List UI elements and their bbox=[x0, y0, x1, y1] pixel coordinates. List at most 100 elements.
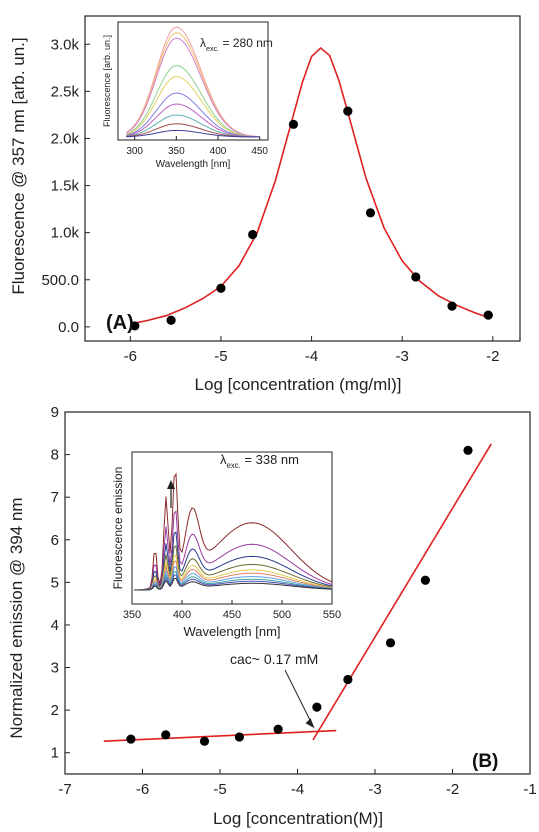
x-tick-label: -1 bbox=[523, 781, 536, 798]
cac-arrow bbox=[284, 669, 313, 726]
fit-line bbox=[312, 443, 492, 741]
inset-spectrum-curve bbox=[126, 37, 260, 138]
chart-panel-a: -6 -5 -4 -3 -2 0.0 500.0 1.0k 1.5k 2.0k 2.5k 3.0k 30… bbox=[9, 15, 521, 394]
x-tick-label: -4 bbox=[305, 348, 318, 365]
x-tick-label: -3 bbox=[368, 781, 381, 798]
data-point bbox=[161, 730, 171, 740]
inset-x-tick-label: 300 bbox=[126, 146, 143, 157]
data-point bbox=[199, 736, 210, 746]
data-point bbox=[343, 106, 353, 116]
inset-emission-curve bbox=[134, 531, 333, 591]
lambda-symbol: λ bbox=[220, 452, 227, 467]
plot-area-a: -6 -5 -4 -3 -2 0.0 500.0 1.0k 1.5k 2.0k 2.5k 3.0k 30… bbox=[41, 15, 521, 365]
plot-frame bbox=[84, 15, 521, 342]
y-axis-label-b: Normalized emission @ 394 nm bbox=[7, 497, 26, 738]
inset-emission-curve bbox=[134, 574, 333, 591]
inset-emission-curve bbox=[134, 566, 333, 591]
inset-emission-curve bbox=[134, 560, 333, 591]
fit-line bbox=[103, 729, 337, 743]
inset-x-tick-label: 350 bbox=[123, 609, 141, 621]
data-point bbox=[411, 272, 421, 282]
x-tick-label: -2 bbox=[446, 781, 459, 798]
inset-x-tick-label: 450 bbox=[251, 146, 268, 157]
y-tick-label: 4 bbox=[51, 617, 59, 634]
data-point bbox=[343, 674, 353, 685]
lambda-subscript: exc. bbox=[227, 461, 241, 470]
cac-annotation: cac~ 0.17 mM bbox=[230, 651, 318, 667]
y-tick-label: 5 bbox=[51, 574, 59, 591]
chart-panel-b: -7 -6 -5 -4 -3 -2 -1 1 2 3 4 5 6 7 8 9 350 400 450 500 550 Wa… bbox=[7, 404, 537, 828]
inset-spectrum-curve bbox=[126, 75, 260, 138]
y-tick-label: 0.0 bbox=[58, 319, 79, 336]
panel-label-a: (A) bbox=[106, 312, 134, 334]
inset-spectrum-curve bbox=[126, 64, 260, 138]
inset-x-tick-label: 350 bbox=[168, 146, 185, 157]
inset-y-label: Fluorescence [arb. un.] bbox=[102, 35, 112, 127]
inset-a: 300 350 400 450 Wavelength [nm] Fluorescence … bbox=[102, 21, 273, 170]
lambda-subscript: exc. bbox=[206, 44, 219, 53]
data-point bbox=[420, 575, 430, 585]
inset-increase-arrowhead bbox=[167, 480, 175, 489]
data-point bbox=[248, 229, 258, 240]
data-point bbox=[447, 301, 457, 311]
inset-x-tick-label: 500 bbox=[273, 609, 291, 621]
data-point bbox=[216, 283, 226, 293]
x-tick-label: -5 bbox=[214, 348, 227, 365]
inset-x-tick-label: 400 bbox=[173, 609, 191, 621]
lambda-value: = 280 nm bbox=[219, 36, 273, 50]
data-point bbox=[166, 315, 176, 325]
plot-area-b: -7 -6 -5 -4 -3 -2 -1 1 2 3 4 5 6 7 8 9 350 400 450 500 550 Wa… bbox=[51, 404, 537, 798]
inset-emission-curve bbox=[134, 509, 333, 591]
inset-x-label: Wavelength [nm] bbox=[183, 624, 280, 639]
x-tick-label: -4 bbox=[291, 781, 304, 798]
data-point bbox=[273, 724, 283, 734]
y-tick-label: 9 bbox=[51, 404, 59, 421]
inset-emission-curve bbox=[134, 570, 333, 591]
y-tick-label: 2.5k bbox=[51, 83, 80, 100]
inset-annotation: λexc. = 338 nm bbox=[220, 452, 299, 470]
y-axis-label-a: Fluorescence @ 357 nm [arb. un.] bbox=[9, 37, 28, 294]
inset-x-tick-label: 450 bbox=[223, 609, 241, 621]
data-point bbox=[130, 321, 140, 331]
inset-spectrum-curve bbox=[126, 129, 260, 138]
y-tick-label: 3 bbox=[51, 660, 59, 677]
panel-label-b: (B) bbox=[472, 751, 498, 772]
inset-emission-curve bbox=[134, 554, 333, 591]
y-tick-label: 3.0k bbox=[51, 36, 80, 53]
x-tick-label: -2 bbox=[486, 348, 499, 365]
data-point bbox=[288, 119, 299, 129]
cac-arrowhead bbox=[305, 718, 315, 729]
y-tick-label: 1.0k bbox=[51, 225, 80, 242]
inset-spectrum-curve bbox=[126, 103, 260, 138]
x-axis-label-b: Log [concentration(M)] bbox=[213, 809, 383, 828]
inset-x-tick-label: 400 bbox=[210, 146, 227, 157]
data-point bbox=[483, 310, 493, 320]
y-tick-label: 2.0k bbox=[51, 130, 80, 147]
x-tick-label: -5 bbox=[213, 781, 226, 798]
x-tick-label: -6 bbox=[136, 781, 149, 798]
lambda-symbol: λ bbox=[200, 36, 206, 50]
y-tick-label: 1 bbox=[51, 745, 59, 762]
inset-b: 350 400 450 500 550 Wavelength [nm] Fluorescen… bbox=[111, 451, 341, 639]
x-axis-label-a: Log [concentration (mg/ml)] bbox=[195, 375, 402, 394]
inset-y-label: Fluorescence emission bbox=[111, 467, 125, 590]
y-tick-label: 2 bbox=[51, 702, 59, 719]
x-tick-label: -3 bbox=[396, 348, 409, 365]
x-tick-label: -6 bbox=[124, 348, 137, 365]
inset-annotation: λexc. = 280 nm bbox=[200, 36, 273, 53]
y-tick-label: 500.0 bbox=[41, 272, 79, 289]
y-tick-label: 6 bbox=[51, 532, 59, 549]
x-tick-label: -7 bbox=[58, 781, 71, 798]
data-point bbox=[126, 734, 136, 744]
lambda-value: = 338 nm bbox=[241, 452, 299, 467]
data-point bbox=[234, 732, 244, 742]
inset-emission-curve bbox=[134, 577, 333, 591]
data-point bbox=[365, 208, 376, 218]
y-tick-label: 1.5k bbox=[51, 178, 80, 195]
data-point bbox=[312, 702, 322, 712]
inset-emission-curve bbox=[134, 545, 333, 591]
y-tick-label: 8 bbox=[51, 447, 59, 464]
inset-spectrum-curve bbox=[126, 92, 260, 138]
inset-x-tick-label: 550 bbox=[323, 609, 341, 621]
data-point bbox=[385, 638, 396, 648]
